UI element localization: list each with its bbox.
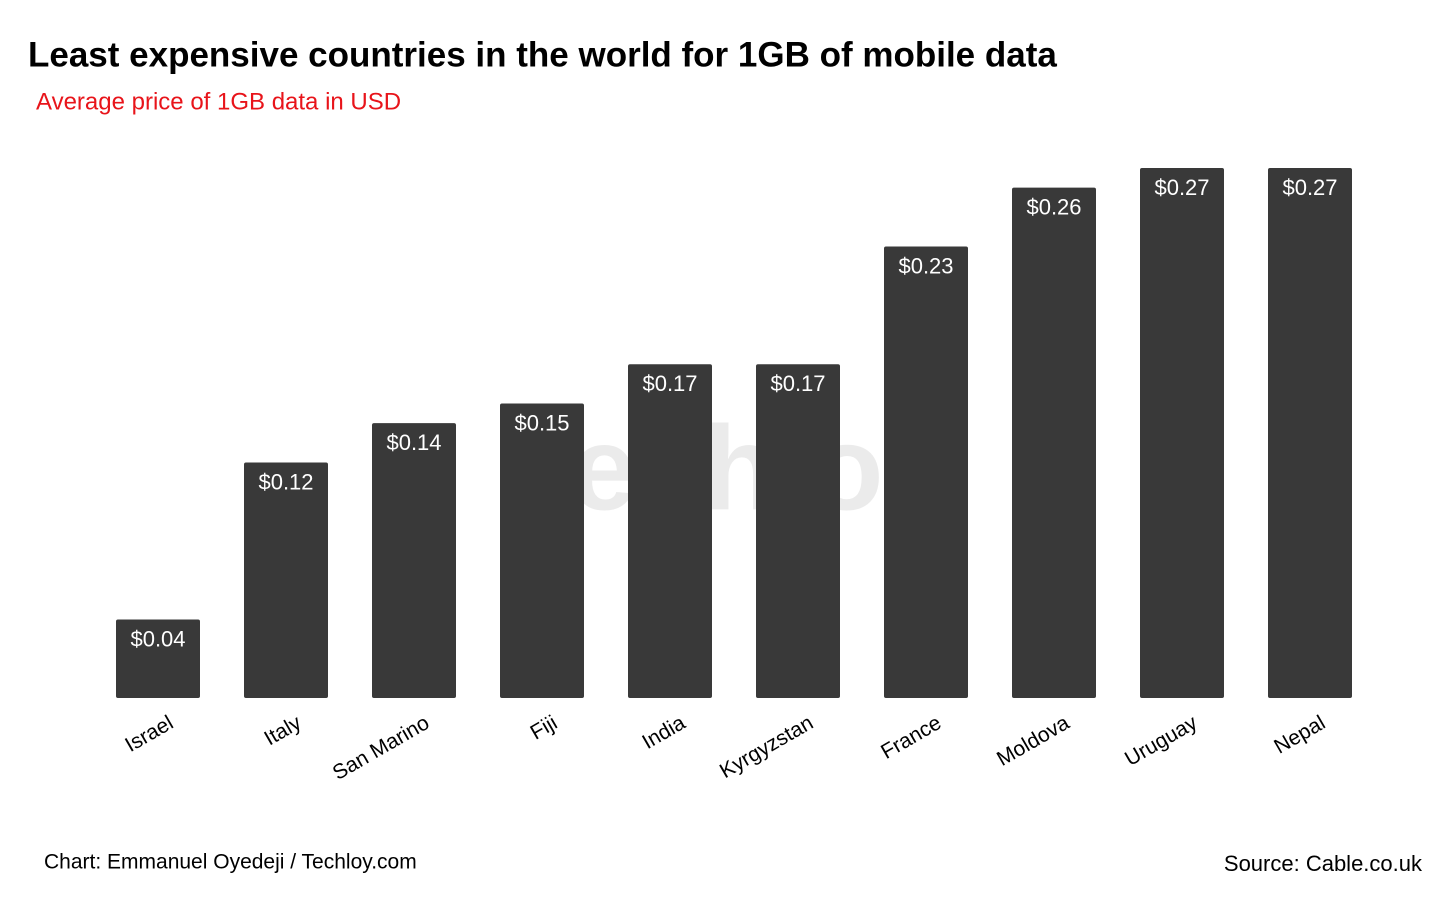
x-tick-label: Kyrgyzstan bbox=[716, 711, 817, 783]
bar bbox=[116, 619, 200, 698]
bar bbox=[884, 246, 968, 698]
value-label: $0.12 bbox=[258, 469, 313, 494]
value-label: $0.04 bbox=[130, 626, 185, 651]
value-label: $0.27 bbox=[1154, 175, 1209, 200]
x-tick-label: France bbox=[877, 711, 945, 764]
bar bbox=[244, 462, 328, 698]
bar bbox=[756, 364, 840, 698]
x-tick-label: Moldova bbox=[993, 711, 1074, 771]
x-tick-label: Italy bbox=[260, 711, 305, 750]
value-label: $0.27 bbox=[1282, 175, 1337, 200]
bar bbox=[372, 423, 456, 698]
value-label: $0.14 bbox=[386, 430, 441, 455]
bar bbox=[1012, 187, 1096, 698]
source: Source: Cable.co.uk bbox=[1224, 851, 1423, 876]
bar bbox=[500, 403, 584, 698]
bar bbox=[1140, 168, 1224, 698]
credit: Chart: Emmanuel Oyedeji / Techloy.com bbox=[44, 851, 417, 874]
x-tick-label: Fiji bbox=[527, 711, 562, 744]
chart-subtitle: Average price of 1GB data in USD bbox=[36, 88, 401, 115]
value-label: $0.23 bbox=[898, 253, 953, 278]
x-tick-label: San Marino bbox=[329, 711, 434, 785]
x-tick-label: Uruguay bbox=[1121, 711, 1202, 771]
value-label: $0.26 bbox=[1026, 194, 1081, 219]
bar bbox=[628, 364, 712, 698]
x-tick-label: Israel bbox=[121, 711, 177, 757]
bar bbox=[1268, 168, 1352, 698]
value-label: $0.17 bbox=[770, 371, 825, 396]
x-tick-label: Nepal bbox=[1270, 711, 1329, 758]
value-label: $0.15 bbox=[514, 410, 569, 435]
x-tick-label: India bbox=[638, 711, 689, 754]
chart-title: Least expensive countries in the world f… bbox=[28, 35, 1057, 74]
value-label: $0.17 bbox=[642, 371, 697, 396]
